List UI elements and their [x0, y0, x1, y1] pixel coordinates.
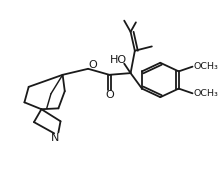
Text: OCH₃: OCH₃: [194, 62, 218, 71]
Text: O: O: [88, 60, 97, 70]
Text: O: O: [105, 90, 114, 100]
Text: OCH₃: OCH₃: [194, 89, 218, 98]
Text: N: N: [51, 133, 59, 143]
Text: HO: HO: [110, 55, 127, 65]
